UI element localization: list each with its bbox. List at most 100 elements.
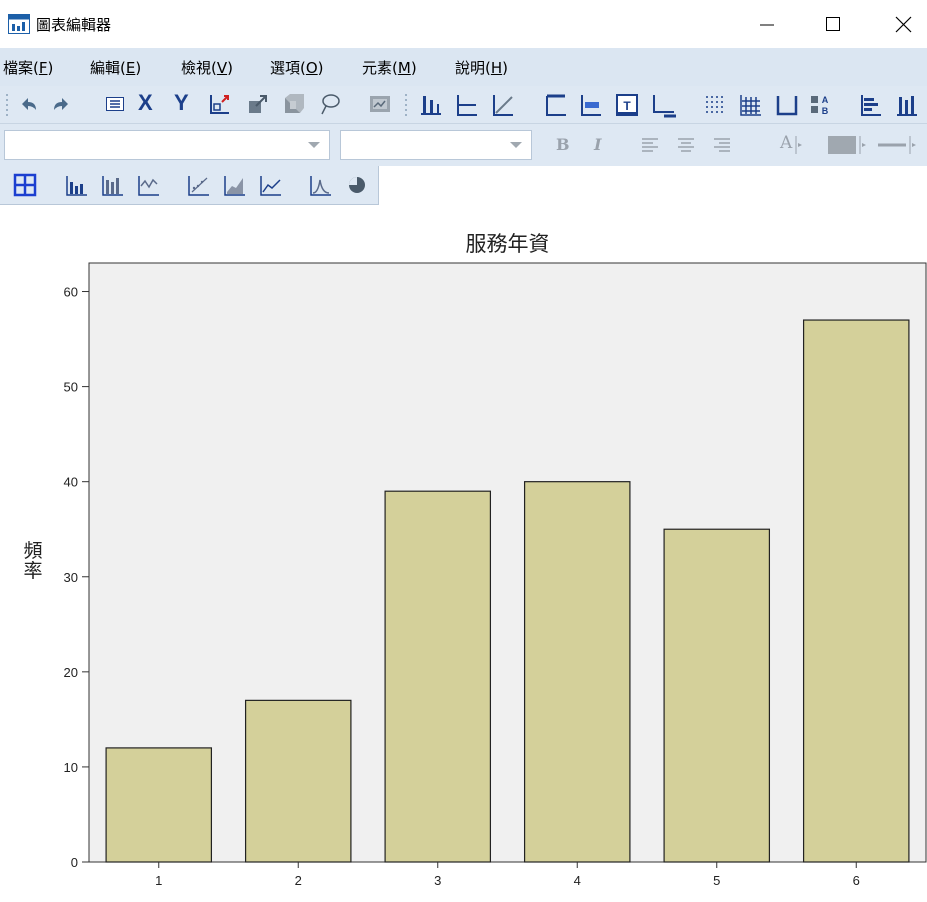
menu-elements[interactable]: 元素(M) <box>362 57 417 78</box>
menu-edit-tail: ) <box>135 59 142 77</box>
y-tick-label: 20 <box>64 665 78 680</box>
show-bar-labels-icon[interactable] <box>418 92 444 118</box>
menu-view-mnemonic: V <box>216 59 228 77</box>
chevron-down-icon[interactable] <box>501 131 531 159</box>
chart-canvas[interactable]: 服務年資 0 10 20 30 40 50 60 頻率 1 2 3 4 5 6 <box>0 205 927 898</box>
menu-view-label: 檢視( <box>181 59 217 77</box>
window-title: 圖表編輯器 <box>36 16 112 34</box>
show-legend-icon[interactable]: AB <box>808 92 834 118</box>
y-tick-label: 10 <box>64 760 78 775</box>
chart-image-icon[interactable] <box>368 92 392 116</box>
menu-help-tail: ) <box>502 59 508 77</box>
minimize-button[interactable] <box>748 8 794 40</box>
add-reference-line-y-icon[interactable] <box>454 92 480 118</box>
pie-chart-icon[interactable] <box>344 172 370 198</box>
bar <box>523 481 631 863</box>
show-bar-chart-icon[interactable] <box>858 92 884 118</box>
menu-file-label: 檔案( <box>3 59 39 77</box>
maximize-icon <box>826 17 840 31</box>
menu-help[interactable]: 說明(H) <box>455 57 508 78</box>
menu-help-label: 說明( <box>455 59 491 77</box>
3d-frame-icon[interactable] <box>282 92 306 116</box>
close-icon <box>895 16 912 33</box>
add-fit-line-icon[interactable] <box>490 92 516 118</box>
chart-type-toolbar-panel <box>0 166 379 205</box>
bar-chart: 服務年資 0 10 20 30 40 50 60 頻率 1 2 3 4 5 6 <box>23 232 927 888</box>
fit-line-chart-icon[interactable] <box>258 172 284 198</box>
rescale-axis-icon[interactable] <box>208 92 232 116</box>
menu-view-tail: ) <box>227 59 233 77</box>
close-button[interactable] <box>880 8 926 40</box>
y-tick-label: 30 <box>64 570 78 585</box>
scatter-plot-icon[interactable] <box>186 172 212 198</box>
svg-text:T: T <box>623 99 631 113</box>
chart-type-toolbar <box>0 166 927 205</box>
x-tick-label: 5 <box>713 873 720 888</box>
undo-icon[interactable] <box>18 94 40 114</box>
bold-button[interactable]: B <box>556 135 570 154</box>
chart-editor-app-icon <box>8 14 30 34</box>
align-right-icon[interactable] <box>712 136 732 154</box>
add-textbox-icon[interactable]: T <box>614 92 640 118</box>
bar <box>105 747 213 863</box>
transpose-icon[interactable] <box>246 92 270 116</box>
lasso-icon[interactable] <box>318 92 342 116</box>
menu-file-tail: ) <box>47 59 54 77</box>
menu-file-mnemonic: F <box>38 59 48 77</box>
x-tick-label: 2 <box>295 873 302 888</box>
add-title-icon[interactable] <box>543 92 569 118</box>
align-center-icon[interactable] <box>676 136 696 154</box>
menu-options[interactable]: 選項(O) <box>270 57 324 78</box>
menu-file[interactable]: 檔案(F) <box>3 57 53 78</box>
select-y-axis-button[interactable]: Y <box>174 90 189 115</box>
add-footnote-icon[interactable] <box>650 92 678 118</box>
distribution-curve-icon[interactable] <box>308 172 334 198</box>
histogram-icon[interactable] <box>100 172 126 198</box>
menu-bar: 檔案(F) 編輯(E) 檢視(V) 選項(O) 元素(M) 說明(H) <box>0 48 927 87</box>
line-chart-icon[interactable] <box>136 172 162 198</box>
format-toolbar: B I A <box>0 124 927 167</box>
menu-options-label: 選項( <box>270 59 306 77</box>
add-annotation-icon[interactable] <box>578 92 604 118</box>
toolbar-grip-icon <box>6 94 8 116</box>
bar <box>802 319 910 863</box>
fill-color-icon[interactable] <box>826 134 872 156</box>
size-combo[interactable] <box>340 130 532 160</box>
svg-text:A: A <box>822 95 829 105</box>
x-tick-label: 6 <box>853 873 860 888</box>
show-data-labels-icon[interactable] <box>774 92 800 118</box>
italic-button[interactable]: I <box>594 135 602 154</box>
menu-options-tail: ) <box>317 59 324 77</box>
show-grid-lines-icon[interactable] <box>702 92 728 118</box>
chevron-down-icon[interactable] <box>299 131 329 159</box>
x-tick-label: 4 <box>574 873 581 888</box>
show-error-bars-icon[interactable] <box>894 92 920 118</box>
y-axis-label: 頻 <box>23 540 42 562</box>
data-table-icon[interactable] <box>12 172 38 198</box>
properties-icon[interactable] <box>104 94 126 114</box>
menu-edit[interactable]: 編輯(E) <box>90 57 141 78</box>
font-combo[interactable] <box>4 130 330 160</box>
bar <box>244 699 352 863</box>
y-tick-label: 0 <box>71 855 78 870</box>
toolbar-grip-icon <box>405 94 407 116</box>
menu-help-mnemonic: H <box>490 59 503 77</box>
text-color-dropdown-icon[interactable] <box>794 134 806 156</box>
y-axis-label: 率 <box>23 560 42 582</box>
border-style-icon[interactable] <box>876 134 924 156</box>
y-tick-label: 60 <box>64 285 78 300</box>
text-color-button[interactable]: A <box>780 133 793 153</box>
area-chart-icon[interactable] <box>222 172 248 198</box>
show-derived-axis-icon[interactable] <box>738 92 764 118</box>
select-x-axis-button[interactable]: X <box>138 90 153 115</box>
menu-edit-label: 編輯( <box>90 59 126 77</box>
menu-elements-tail: ) <box>410 59 417 77</box>
redo-icon[interactable] <box>50 94 72 114</box>
align-left-icon[interactable] <box>640 136 660 154</box>
maximize-button[interactable] <box>810 8 856 40</box>
menu-view[interactable]: 檢視(V) <box>181 57 233 78</box>
bar-chart-icon[interactable] <box>64 172 90 198</box>
menu-edit-mnemonic: E <box>125 59 136 77</box>
bar <box>384 490 492 863</box>
